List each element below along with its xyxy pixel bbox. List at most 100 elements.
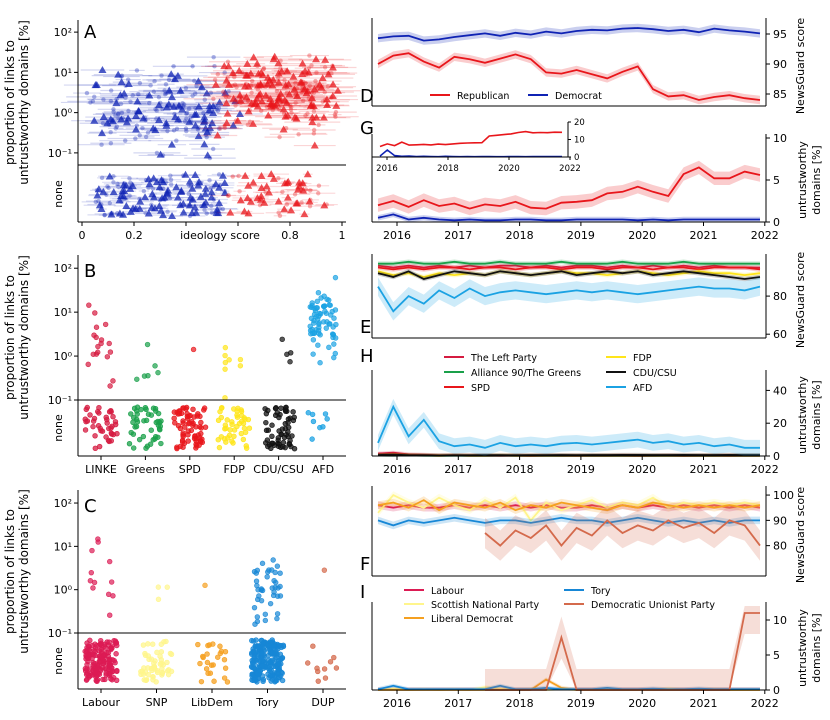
legislator-marker: [246, 425, 253, 431]
legislator-marker: [275, 95, 284, 103]
legislator-marker: [201, 407, 207, 413]
legislator-marker: [169, 102, 178, 110]
legislator-marker: [332, 274, 339, 281]
legislator-marker: [201, 124, 210, 132]
legislator-marker: [144, 209, 153, 217]
legislator-marker: [155, 584, 162, 590]
legislator-marker: [287, 359, 293, 365]
legislator-marker: [174, 126, 180, 131]
xtick-label: 2020: [628, 229, 656, 242]
panel-label-d: D: [360, 86, 374, 107]
legislator-marker: [111, 657, 117, 664]
legislator-marker: [94, 188, 100, 193]
legislator-marker: [226, 94, 231, 99]
legislator-marker: [241, 171, 250, 179]
legislator-marker: [280, 205, 289, 213]
legislator-marker: [293, 92, 299, 97]
legislator-marker: [274, 88, 280, 94]
legislator-marker: [181, 104, 186, 109]
xtick-label: 2021: [690, 697, 718, 710]
legislator-marker: [157, 197, 163, 203]
panel-b-ytick-label: 10⁰: [54, 350, 73, 363]
legislator-marker: [249, 673, 255, 679]
ytick-label: 0: [773, 216, 780, 229]
legislator-marker: [308, 315, 315, 322]
legend-label: Scottish National Party: [431, 600, 540, 611]
legislator-marker: [234, 408, 240, 414]
legislator-marker: [134, 123, 140, 128]
legislator-marker: [233, 103, 238, 108]
legislator-marker: [276, 176, 281, 181]
ylabel: NewsGuard score: [794, 252, 807, 349]
legislator-marker: [314, 305, 320, 311]
legislator-marker: [272, 663, 279, 670]
legislator-marker: [288, 104, 294, 110]
legislator-marker: [190, 203, 199, 211]
legislator-marker: [184, 116, 189, 121]
legislator-marker: [293, 92, 302, 100]
series-line: [377, 516, 760, 527]
xtick-label: 2020: [628, 463, 656, 476]
legislator-marker: [293, 80, 298, 86]
legislator-marker: [107, 656, 113, 662]
legislator-marker: [266, 100, 275, 108]
legislator-marker: [289, 433, 295, 439]
legislator-marker: [195, 177, 204, 185]
legislator-marker: [115, 209, 124, 217]
legislator-marker: [204, 651, 210, 657]
legislator-marker: [321, 567, 328, 573]
legislator-marker: [183, 126, 189, 131]
legislator-marker: [221, 88, 230, 96]
legislator-marker: [319, 113, 328, 121]
legislator-marker: [253, 59, 262, 67]
legislator-marker: [186, 106, 192, 111]
legislator-marker: [264, 574, 270, 580]
legislator-marker: [119, 199, 124, 204]
legislator-marker: [154, 101, 163, 109]
legislator-marker: [266, 94, 275, 102]
legislator-marker: [310, 85, 319, 93]
legislator-marker: [290, 113, 299, 121]
legislator-marker: [110, 413, 116, 420]
legislator-marker: [142, 115, 148, 121]
legislator-marker: [158, 641, 165, 647]
legislator-marker: [181, 102, 187, 107]
category-label: DUP: [311, 696, 335, 709]
legislator-marker: [155, 369, 161, 376]
legislator-marker: [323, 101, 332, 109]
confidence-band: [378, 160, 760, 216]
legislator-marker: [258, 597, 265, 604]
legislator-marker: [230, 174, 235, 179]
legislator-marker: [87, 412, 93, 418]
legislator-marker: [296, 132, 301, 137]
legislator-marker: [312, 113, 321, 121]
legislator-marker: [331, 315, 337, 321]
legislator-marker: [322, 65, 328, 70]
legislator-marker: [127, 176, 132, 181]
legislator-marker: [333, 109, 339, 115]
panel-a-xlabel: ideology score: [180, 229, 260, 242]
legislator-marker: [148, 189, 157, 197]
legislator-marker: [226, 357, 232, 363]
inset-xtick-label: 2016: [376, 164, 398, 174]
legislator-marker: [167, 70, 176, 78]
legislator-marker: [241, 94, 247, 100]
legislator-marker: [131, 125, 140, 133]
legislator-marker: [311, 109, 317, 114]
legislator-marker: [122, 118, 131, 126]
legislator-marker: [276, 210, 281, 215]
legislator-marker: [118, 101, 124, 107]
legislator-marker: [222, 70, 227, 75]
legislator-marker: [294, 86, 299, 91]
legislator-marker: [264, 437, 271, 443]
legislator-marker: [285, 419, 291, 426]
legislator-marker: [201, 202, 207, 208]
legislator-marker: [261, 66, 267, 71]
ylabel: proportion of links to: [3, 509, 17, 634]
legislator-marker: [152, 658, 158, 664]
legislator-marker: [154, 108, 159, 113]
legislator-marker: [236, 96, 245, 104]
legislator-marker: [126, 108, 131, 114]
legislator-marker: [310, 337, 317, 343]
legislator-marker: [148, 665, 155, 672]
